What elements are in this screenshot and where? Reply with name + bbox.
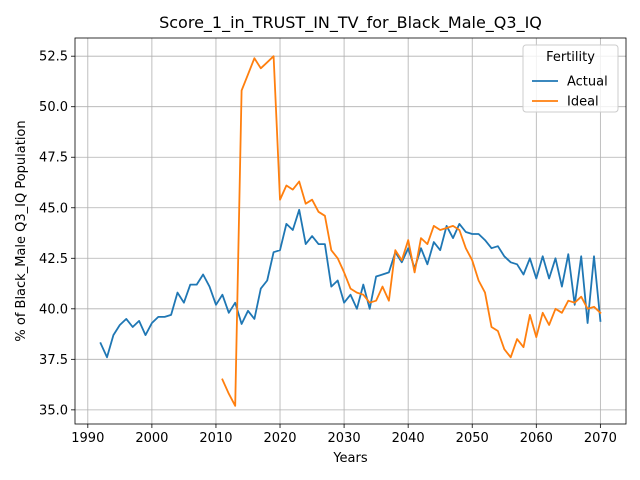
x-tick-label: 2070: [584, 431, 617, 446]
y-axis: 35.0 37.5 40.0 42.5 45.0 47.5 50.0 52.5: [39, 50, 75, 418]
y-tick-label: 50.0: [39, 100, 68, 115]
series-line-ideal: [221, 55, 602, 407]
x-tick-label: 2020: [263, 431, 296, 446]
y-tick-label: 45.0: [39, 201, 68, 216]
legend: Fertility Actual Ideal: [522, 44, 619, 113]
x-axis: 1990 2000 2010 2020 2030 2040 2050 2060 2070: [71, 424, 617, 446]
x-tick-label: 2010: [199, 431, 232, 446]
x-axis-label: Years: [332, 451, 368, 466]
legend-label-ideal: Ideal: [567, 95, 599, 110]
y-tick-label: 47.5: [39, 151, 68, 166]
chart-title: Score_1_in_TRUST_IN_TV_for_Black_Male_Q3…: [159, 13, 542, 33]
x-tick-label: 2040: [392, 431, 425, 446]
x-tick-label: 2060: [520, 431, 553, 446]
legend-title: Fertility: [546, 50, 595, 65]
plot-area: [99, 55, 602, 407]
y-tick-label: 37.5: [39, 353, 68, 368]
series-line-actual: [99, 208, 602, 359]
plot-frame: [74, 37, 627, 425]
x-tick-label: 2050: [456, 431, 489, 446]
y-tick-label: 35.0: [39, 403, 68, 418]
x-tick-label: 2000: [135, 431, 168, 446]
y-axis-label: % of Black_Male Q3_IQ Population: [14, 120, 29, 341]
y-tick-label: 52.5: [39, 50, 68, 65]
x-tick-label: 1990: [71, 431, 104, 446]
legend-box: [522, 44, 619, 113]
x-tick-label: 2030: [328, 431, 361, 446]
y-tick-label: 40.0: [39, 302, 68, 317]
y-tick-label: 42.5: [39, 252, 68, 267]
legend-label-actual: Actual: [567, 75, 608, 90]
